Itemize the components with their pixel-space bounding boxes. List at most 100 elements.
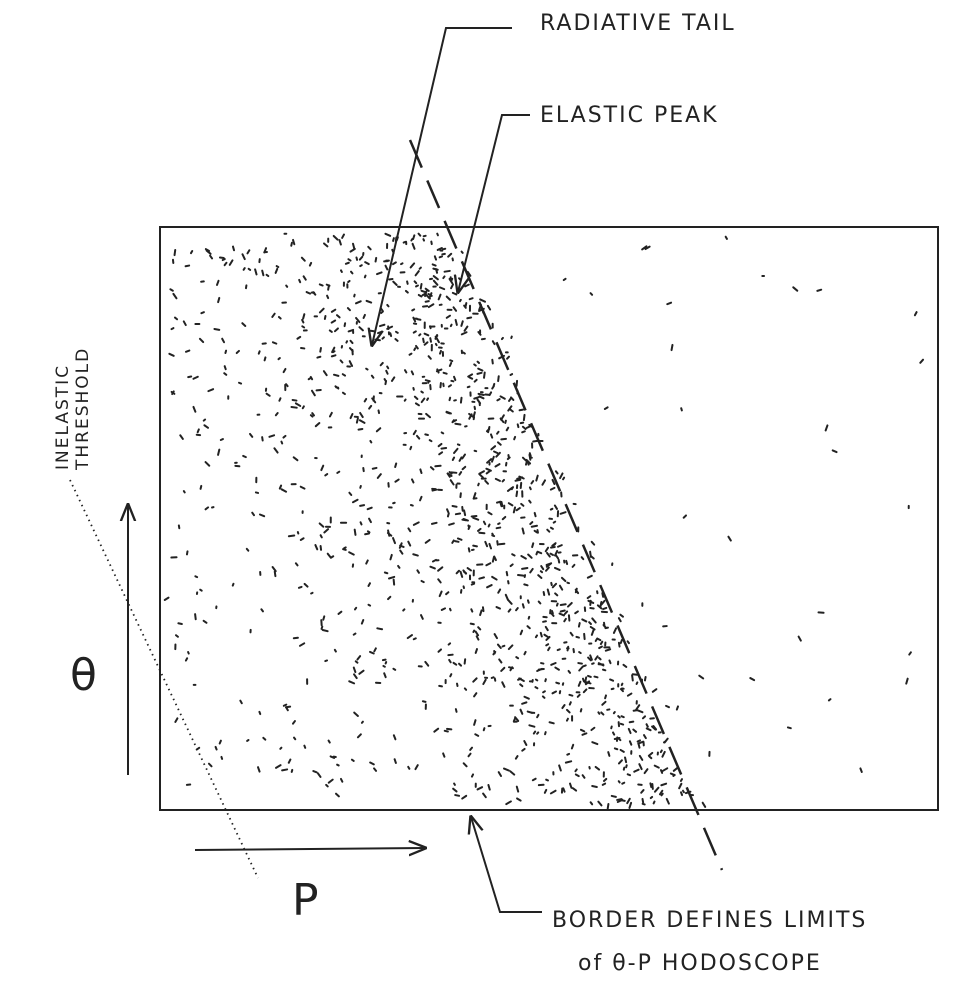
dot: [216, 747, 217, 750]
dot: [623, 665, 626, 667]
dot: [492, 677, 494, 678]
dot: [523, 604, 524, 607]
dot: [628, 641, 629, 643]
dot: [360, 413, 363, 417]
dot: [612, 796, 616, 797]
dot: [750, 678, 754, 680]
dot: [537, 530, 538, 533]
dot: [591, 627, 595, 629]
dot: [592, 630, 594, 635]
dot: [651, 797, 652, 798]
dot: [221, 439, 223, 440]
dot: [662, 794, 663, 796]
dot: [548, 648, 550, 651]
dot: [552, 691, 556, 693]
dot: [400, 546, 403, 547]
dot: [501, 418, 504, 422]
dot: [560, 586, 562, 590]
dot: [472, 584, 474, 585]
dot: [474, 364, 476, 365]
dot: [349, 681, 354, 683]
dot: [320, 284, 323, 285]
dot: [579, 623, 580, 627]
dot: [573, 788, 576, 790]
dot: [276, 413, 278, 415]
dot: [571, 633, 573, 636]
dot: [647, 724, 648, 727]
dot: [309, 378, 310, 379]
dot: [458, 538, 462, 539]
dot: [279, 317, 281, 319]
elastic-peak-label: ELASTIC PEAK: [540, 103, 719, 128]
dot: [468, 568, 471, 570]
dot: [478, 484, 479, 486]
dot: [582, 557, 584, 559]
dot: [332, 355, 336, 356]
dot: [510, 409, 513, 411]
dot: [478, 529, 481, 531]
dot: [187, 551, 188, 554]
dot: [599, 647, 602, 648]
dot: [524, 697, 528, 699]
dot: [431, 467, 434, 469]
dot: [351, 272, 352, 274]
dot: [563, 788, 564, 791]
dot: [395, 480, 398, 482]
dot: [469, 548, 470, 551]
dot: [589, 622, 591, 624]
dot: [576, 774, 579, 776]
dot: [225, 263, 227, 265]
dot: [356, 301, 361, 303]
dot: [463, 353, 464, 354]
dot: [506, 595, 508, 599]
dot: [329, 741, 330, 743]
dot: [536, 552, 537, 554]
dot: [294, 738, 295, 740]
dot: [255, 269, 256, 274]
dot: [527, 626, 529, 628]
dot: [332, 321, 336, 323]
dot: [419, 234, 421, 236]
dot: [433, 269, 437, 270]
dot: [528, 462, 529, 465]
dot: [480, 299, 485, 301]
border-leader: [471, 817, 542, 912]
dot: [412, 371, 413, 374]
dot: [519, 678, 524, 681]
dot: [683, 791, 684, 793]
dot: [259, 712, 260, 714]
dot: [497, 607, 500, 609]
dot: [535, 687, 537, 688]
dot: [560, 614, 564, 616]
dot: [476, 649, 477, 653]
dot: [582, 733, 586, 734]
dot: [615, 748, 617, 749]
dot: [385, 573, 387, 574]
elastic-peak-line: [410, 140, 722, 870]
dot: [488, 306, 490, 310]
dot: [426, 301, 429, 302]
dot: [260, 514, 264, 516]
dot: [206, 462, 210, 466]
dot: [579, 682, 581, 686]
dot: [494, 452, 498, 454]
dot: [594, 677, 597, 678]
dot: [545, 790, 546, 793]
dot: [524, 741, 526, 745]
dot: [483, 680, 485, 684]
dot: [468, 754, 470, 757]
elastic-peak-leader: [458, 115, 530, 292]
dot: [393, 669, 395, 670]
dot: [353, 500, 358, 502]
dot: [551, 791, 556, 794]
dot: [416, 403, 419, 405]
dot: [556, 683, 559, 684]
dot: [370, 762, 374, 764]
dot: [324, 371, 327, 375]
dot: [460, 300, 461, 301]
dot: [558, 545, 562, 547]
dot: [544, 592, 545, 595]
dot: [334, 375, 338, 376]
dot: [408, 635, 412, 638]
dot: [410, 354, 412, 355]
